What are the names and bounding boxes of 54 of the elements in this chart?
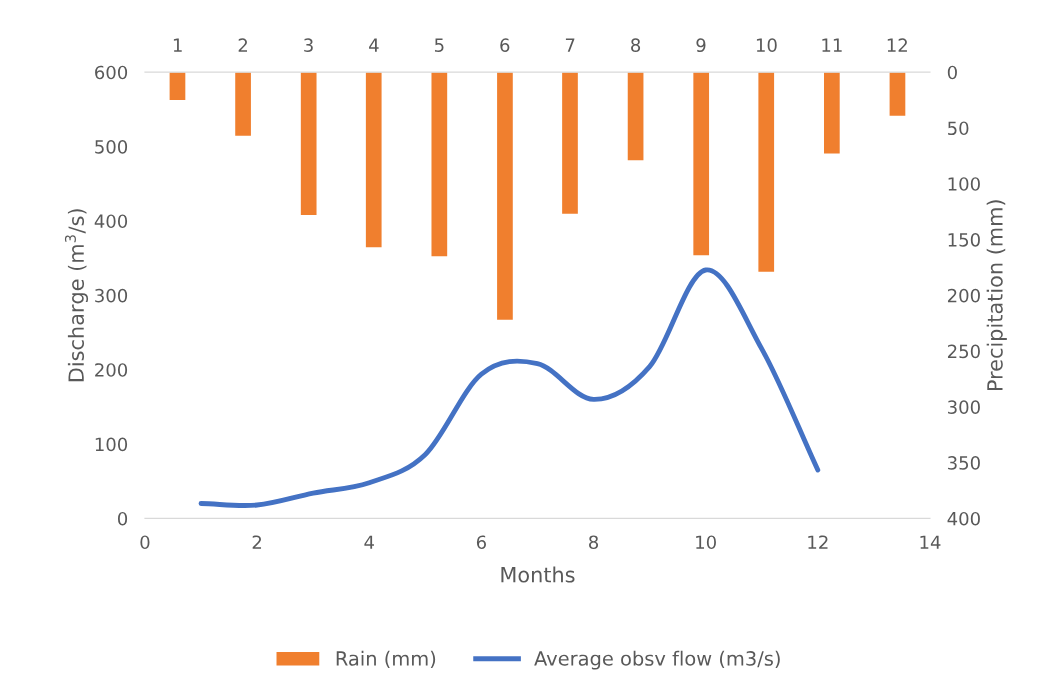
y-axis-title: Discharge (m$^{3}$/s)	[64, 209, 89, 382]
x-tick-label: 2	[252, 535, 262, 549]
x2-tick-label: 8	[631, 38, 641, 53]
bar	[889, 72, 906, 116]
legend-label: Rain (mm)	[336, 650, 436, 669]
y2-tick-label: 150	[948, 232, 980, 247]
x2-tick-label: 3	[304, 38, 313, 53]
x2-tick-label: 7	[565, 38, 575, 52]
bar	[431, 72, 448, 257]
x2-tick-label: 6	[500, 38, 510, 53]
y-tick-label: 400	[94, 214, 128, 229]
bar	[824, 72, 840, 154]
x2-tick-label: 9	[696, 38, 706, 53]
bar	[235, 72, 251, 136]
y-tick-label: 100	[95, 437, 128, 452]
y-tick-label: 200	[95, 363, 128, 377]
y2-axis-title: Precipitation (mm)	[986, 200, 1007, 391]
y2-tick-label: 200	[947, 288, 980, 303]
x-tick-label: 0	[140, 535, 150, 550]
bar	[758, 72, 775, 272]
y2-tick-label: 300	[948, 400, 980, 414]
y-tick-label: 600	[95, 65, 128, 80]
y-tick-label: 300	[95, 288, 128, 303]
bar	[169, 72, 186, 101]
y2-tick-label: 100	[948, 177, 980, 191]
x2-tick-label: 2	[238, 38, 248, 52]
x2-tick-label: 5	[434, 38, 444, 53]
x-tick-label: 12	[808, 535, 828, 549]
x-tick-label: 6	[476, 535, 486, 550]
legend-label: Average obsv flow (m3/s)	[534, 650, 780, 670]
x2-tick-label: 11	[822, 38, 842, 52]
x2-tick-label: 10	[756, 38, 777, 53]
y2-tick-label: 250	[947, 344, 980, 359]
x-axis-title: Months	[501, 566, 575, 583]
bar	[365, 72, 382, 248]
bar	[627, 72, 644, 161]
y2-tick-label: 400	[947, 511, 980, 526]
y2-tick-label: 0	[947, 65, 957, 80]
x-tick-label: 10	[696, 535, 716, 550]
y-tick-label: 0	[117, 511, 128, 526]
x2-tick-label: 12	[887, 38, 907, 52]
y-tick-label: 500	[95, 140, 128, 154]
x-tick-label: 14	[920, 535, 941, 549]
bar	[562, 72, 578, 214]
line-series	[198, 267, 821, 508]
x-tick-label: 8	[589, 535, 599, 550]
x2-tick-label: 1	[173, 38, 182, 52]
x-tick-label: 4	[364, 535, 374, 549]
y2-tick-label: 350	[948, 456, 980, 470]
bar	[497, 72, 513, 320]
bar	[693, 72, 710, 256]
y2-tick-label: 50	[948, 121, 969, 136]
x2-tick-label: 4	[369, 38, 379, 52]
bar	[300, 72, 317, 215]
